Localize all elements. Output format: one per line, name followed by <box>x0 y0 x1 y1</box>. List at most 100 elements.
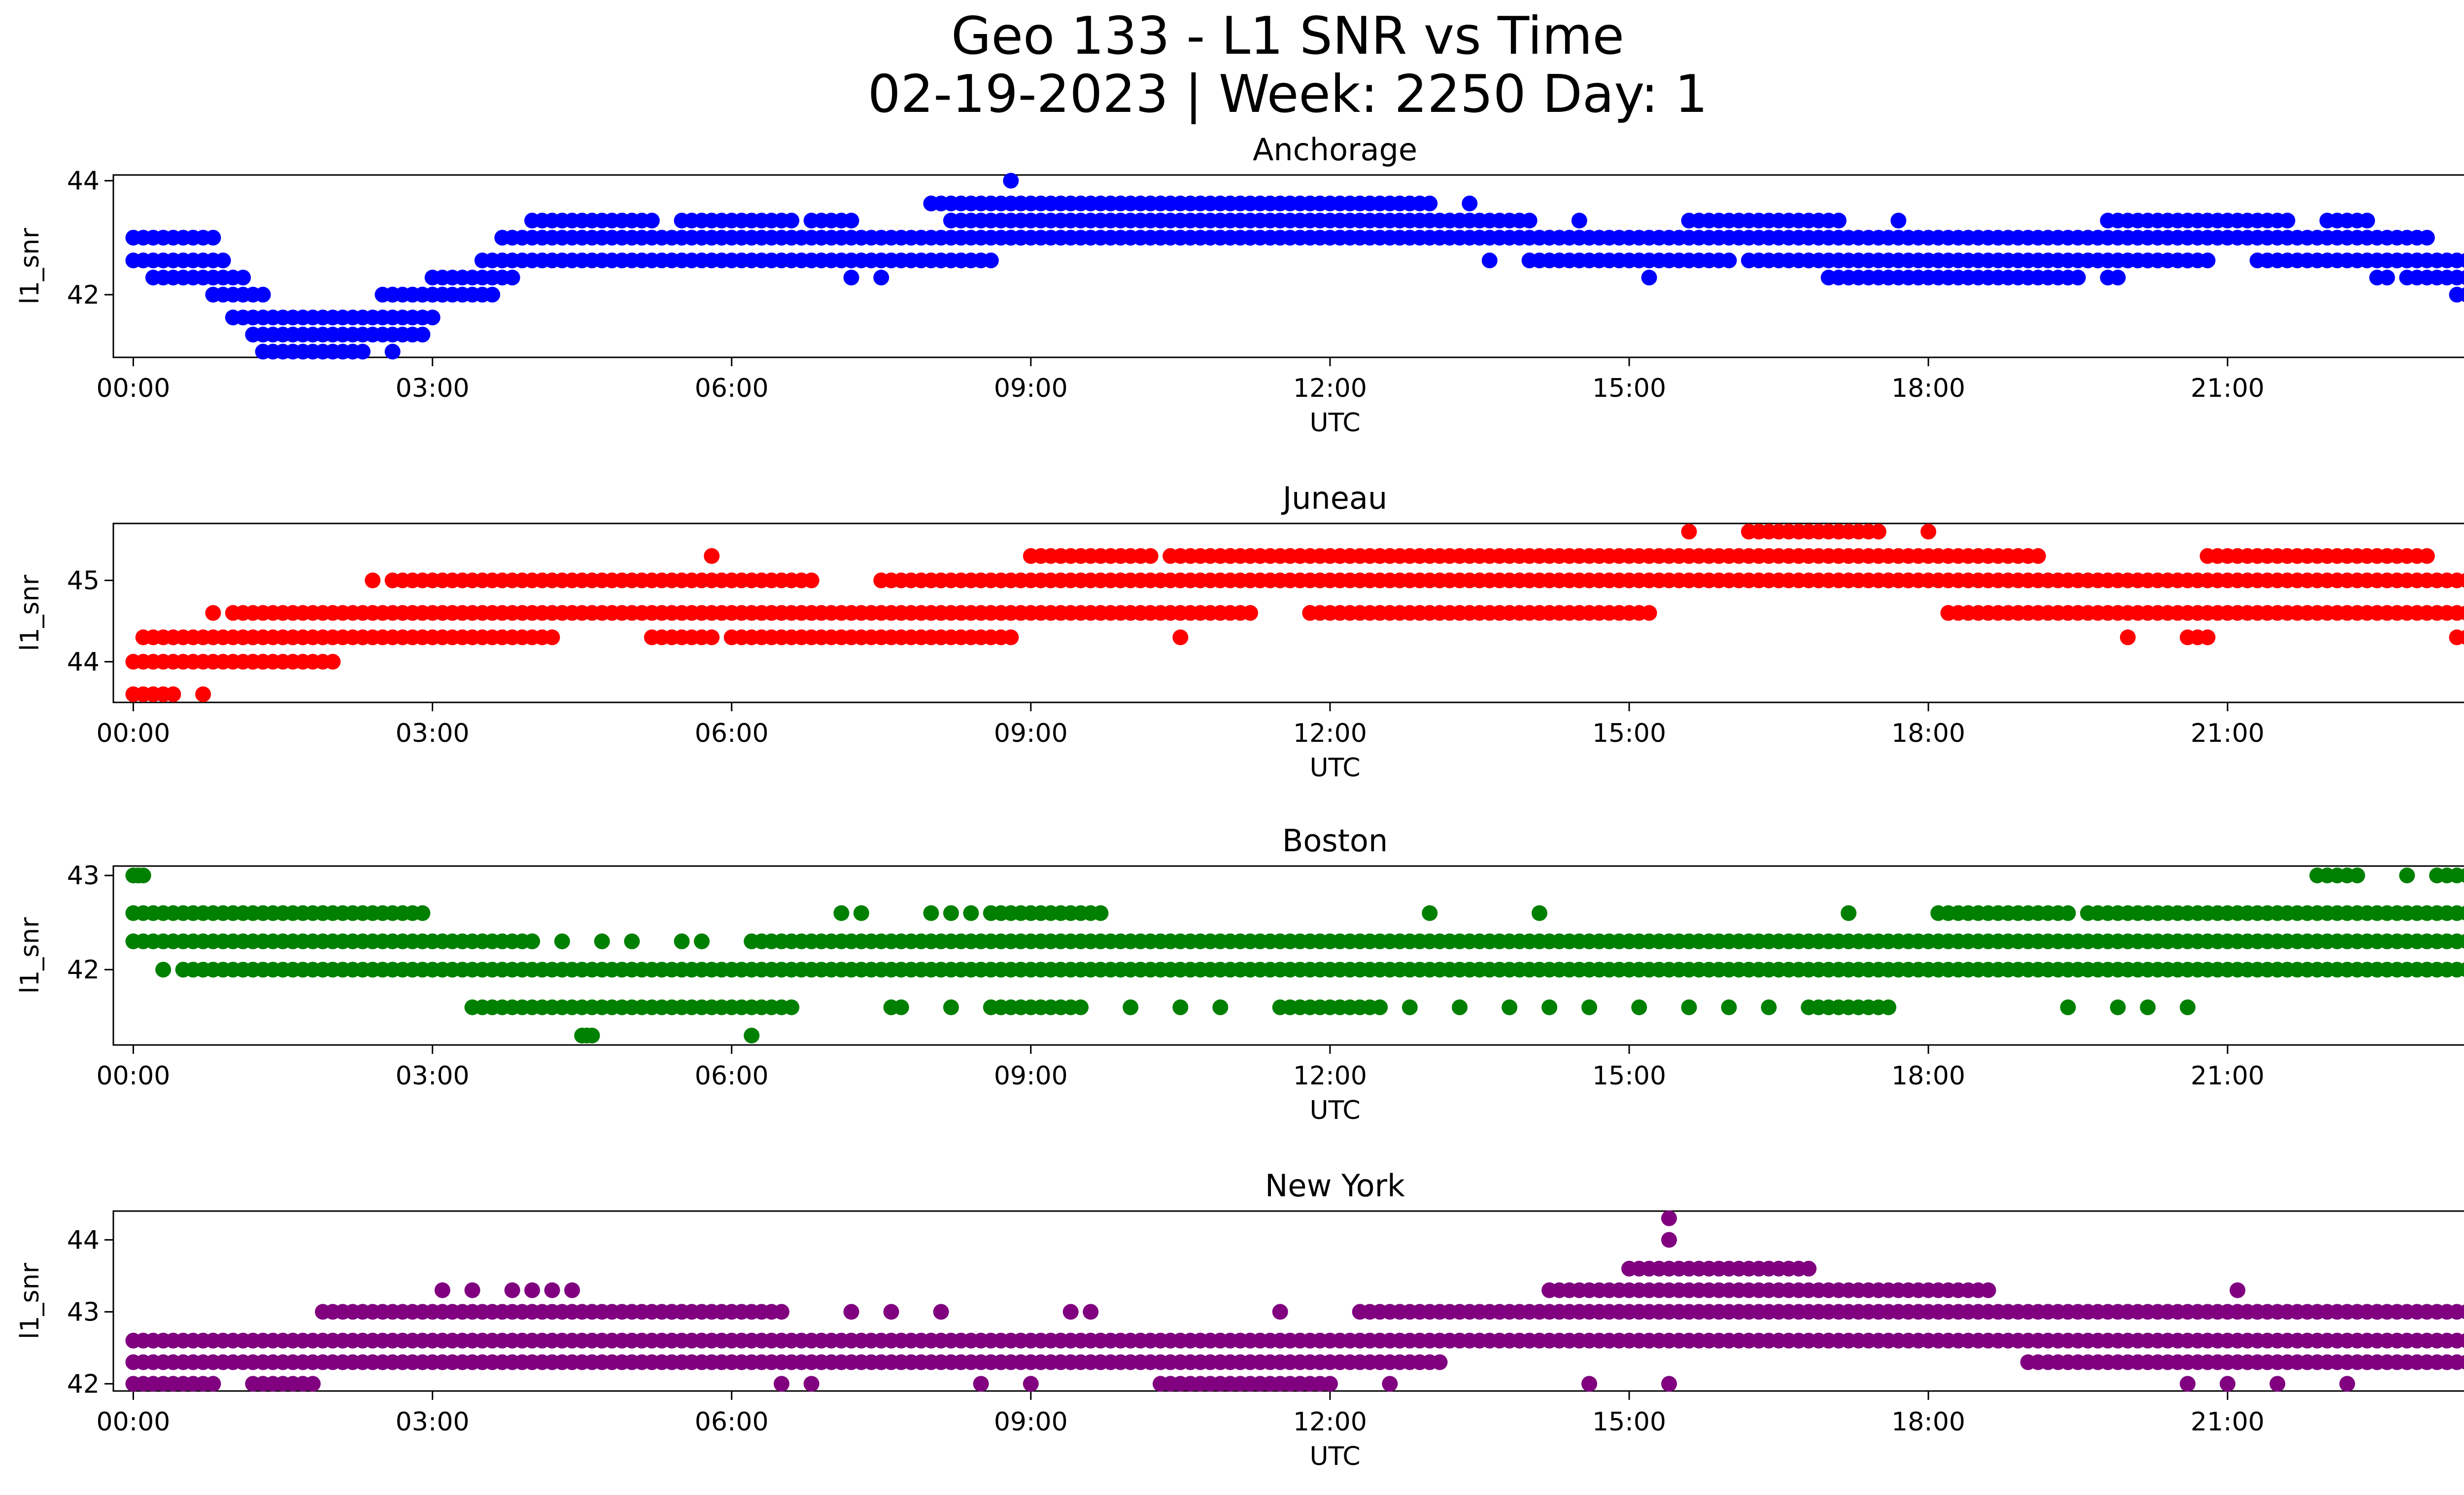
data-point <box>2459 1333 2464 1348</box>
x-tick-label: 03:00 <box>396 1407 470 1437</box>
subplot-new-york: New York 00:00 03:00 06:00 09:00 12:00 15:00 18… <box>15 1168 2464 1471</box>
data-point <box>135 868 151 884</box>
data-point <box>1452 999 1468 1015</box>
data-point <box>973 1376 989 1392</box>
y-axis-label: l1_snr <box>15 228 45 305</box>
data-point <box>773 1376 789 1392</box>
data-point <box>1641 605 1657 621</box>
data-point <box>434 1282 450 1298</box>
data-point <box>1093 905 1109 921</box>
y-tick-label: 42 <box>67 280 100 310</box>
subplot-title: Anchorage <box>1253 132 1417 168</box>
x-tick-label: 03:00 <box>396 1061 470 1091</box>
data-point <box>803 1376 820 1392</box>
data-point <box>1142 548 1159 564</box>
data-point <box>943 999 959 1015</box>
data-point <box>1581 999 1597 1015</box>
data-point <box>1302 605 1318 621</box>
data-point <box>1881 999 1897 1015</box>
data-point <box>235 270 251 286</box>
data-point <box>1820 1332 1837 1349</box>
data-point <box>2279 212 2295 229</box>
data-point <box>594 933 610 949</box>
data-point <box>2269 962 2286 978</box>
x-tick-label: 00:00 <box>97 1061 171 1091</box>
x-tick-label: 09:00 <box>994 374 1068 403</box>
data-point <box>305 1376 321 1392</box>
x-tick-label: 03:00 <box>396 719 470 748</box>
data-point <box>2060 999 2076 1015</box>
data-point <box>2120 1304 2136 1320</box>
data-point <box>1920 523 1937 540</box>
data-point <box>1332 230 1348 246</box>
data-point <box>2199 252 2216 269</box>
data-point <box>694 933 710 949</box>
data-point <box>674 933 690 949</box>
data-point <box>933 1304 949 1320</box>
data-point <box>2369 1304 2385 1320</box>
data-point <box>2229 1282 2246 1298</box>
figure-title: Geo 133 - L1 SNR vs Time 02-19-2023 | We… <box>0 7 2464 123</box>
data-point <box>843 1304 859 1320</box>
data-point <box>325 654 341 670</box>
x-tick-label: 09:00 <box>994 1061 1068 1091</box>
data-point <box>1003 629 1019 645</box>
data-point <box>1571 212 1587 229</box>
data-point <box>883 999 899 1015</box>
data-point <box>2459 605 2464 621</box>
x-tick-label: 09:00 <box>994 719 1068 748</box>
data-points <box>125 173 2464 360</box>
data-point <box>165 686 181 702</box>
y-tick-label: 42 <box>67 1369 100 1399</box>
x-tick-label: 12:00 <box>1293 719 1367 748</box>
x-tick-label: 21:00 <box>2190 719 2264 748</box>
data-point <box>255 286 271 303</box>
data-point <box>2359 212 2375 229</box>
data-point <box>843 212 859 229</box>
data-point <box>2459 934 2464 949</box>
x-tick-label: 15:00 <box>1592 1407 1666 1437</box>
data-point <box>1402 999 1418 1015</box>
data-point <box>2419 230 2435 246</box>
data-point <box>1661 1210 1677 1226</box>
data-point <box>1521 212 1538 229</box>
data-point <box>2349 868 2365 884</box>
subplot-anchorage: Anchorage 00:00 03:00 06:00 09:00 12:00 15:00 1… <box>15 132 2464 438</box>
data-point <box>544 629 560 645</box>
data-point <box>1890 212 1907 229</box>
data-point <box>2159 1304 2176 1320</box>
data-point <box>624 933 640 949</box>
data-point <box>365 572 381 589</box>
data-point <box>744 1027 760 1043</box>
data-point <box>215 252 231 269</box>
x-tick-label: 12:00 <box>1293 1061 1367 1091</box>
data-point <box>2419 548 2435 564</box>
data-point <box>923 905 939 921</box>
y-tick-label: 44 <box>67 167 100 196</box>
data-point <box>1083 1304 1099 1320</box>
data-point <box>1123 999 1139 1015</box>
data-point <box>1641 270 1657 286</box>
data-point <box>544 1282 560 1298</box>
data-point <box>2459 905 2464 921</box>
data-point <box>1940 605 1956 621</box>
data-points <box>125 868 2464 1043</box>
data-point <box>1422 905 1438 921</box>
data-point <box>2459 1355 2464 1370</box>
x-tick-label: 18:00 <box>1891 1061 1965 1091</box>
data-point <box>1212 230 1229 246</box>
data-point <box>873 270 890 286</box>
data-point <box>2180 999 2196 1015</box>
data-point <box>584 1027 600 1043</box>
data-point <box>1502 999 1518 1015</box>
data-point <box>883 1304 899 1320</box>
x-tick-label: 06:00 <box>695 1061 769 1091</box>
data-point <box>1422 195 1438 211</box>
x-tick-label: 18:00 <box>1891 374 1965 403</box>
x-axis-label: UTC <box>1309 753 1360 783</box>
data-point <box>1152 230 1168 246</box>
x-tick-label: 15:00 <box>1592 719 1666 748</box>
data-point <box>1172 999 1189 1015</box>
data-point <box>1831 252 1847 269</box>
